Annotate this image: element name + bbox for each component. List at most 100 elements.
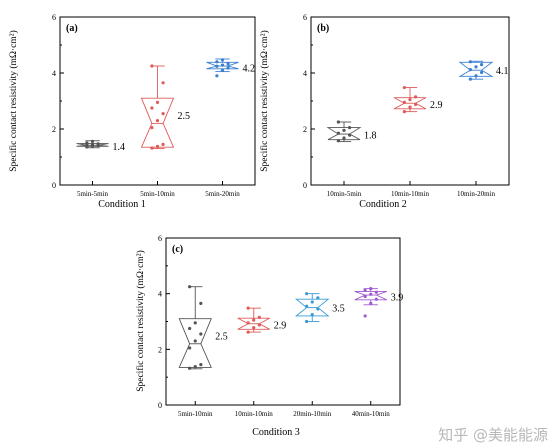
x-tick-label: 10min-10min xyxy=(391,190,430,198)
data-point xyxy=(474,74,478,78)
data-point xyxy=(336,139,340,143)
data-point xyxy=(257,323,261,327)
box-10min-10min: 10min-10min 2.9 xyxy=(235,306,287,418)
mean-value-label: 4.2 xyxy=(243,63,256,74)
y-axis-label: Specific contact resistivity (mΩ·cm²) xyxy=(259,30,270,172)
data-point xyxy=(374,290,378,294)
mean-value-label: 1.8 xyxy=(364,131,377,142)
data-point xyxy=(150,146,154,150)
y-tick-label: 6 xyxy=(52,13,56,22)
x-tick-label: 5min-20min xyxy=(205,190,240,198)
x-axis-label: Condition 1 xyxy=(98,199,146,210)
data-point xyxy=(474,65,478,69)
data-point xyxy=(468,60,472,64)
x-axis-label: Condition 2 xyxy=(359,199,407,210)
y-tick-label: 6 xyxy=(158,234,162,243)
y-tick-label: 4 xyxy=(158,290,162,299)
panel-label: (c) xyxy=(172,244,183,255)
data-point xyxy=(402,100,406,104)
data-point xyxy=(316,296,320,300)
box-20min-10min: 20min-10min 3.5 xyxy=(293,292,345,418)
data-point xyxy=(220,58,225,62)
data-point xyxy=(363,288,367,292)
data-point xyxy=(155,100,160,104)
mean-value-label: 1.4 xyxy=(113,142,126,153)
box-10min-20min: 10min-20min 4.1 xyxy=(457,60,509,198)
data-point xyxy=(374,297,378,301)
data-point xyxy=(310,312,314,317)
data-point xyxy=(369,292,373,296)
data-point xyxy=(363,294,367,299)
data-point xyxy=(215,60,219,64)
data-point xyxy=(369,287,373,291)
y-tick-label: 0 xyxy=(303,181,307,190)
data-point xyxy=(150,64,154,68)
data-point xyxy=(316,307,320,311)
panel-label: (b) xyxy=(317,23,329,34)
data-point xyxy=(161,112,165,116)
data-point xyxy=(199,363,203,367)
data-point xyxy=(408,105,412,109)
data-point xyxy=(188,326,192,331)
data-point xyxy=(193,321,197,325)
data-point xyxy=(90,142,95,146)
data-point xyxy=(252,326,256,330)
mean-value-label: 2.9 xyxy=(430,100,443,111)
data-point xyxy=(414,95,418,99)
y-tick-label: 6 xyxy=(303,13,307,22)
data-point xyxy=(226,62,230,66)
box-5min-10min: 5min-10min 2.5 xyxy=(140,64,190,198)
data-point xyxy=(215,74,219,78)
data-point xyxy=(199,301,203,306)
data-point xyxy=(155,144,160,148)
box-40min-10min: 40min-10min 3.9 xyxy=(352,287,404,418)
data-point xyxy=(215,64,219,68)
data-point xyxy=(161,81,165,85)
x-tick-label: 5min-10min xyxy=(178,410,213,418)
data-point xyxy=(193,339,197,343)
chart-panel-3: 0 2 4 6 (c) Condition 3 Specific contact resis… xyxy=(135,234,403,438)
data-point xyxy=(402,110,406,114)
mean-value-label: 3.9 xyxy=(391,292,404,303)
data-point xyxy=(252,318,256,322)
data-point xyxy=(199,332,203,336)
data-point xyxy=(414,102,418,106)
chart-panel-2: 0 2 4 6 (b) Condition 2 Specific contact resis… xyxy=(259,13,510,210)
data-point xyxy=(402,85,406,90)
data-point xyxy=(155,119,160,123)
data-point xyxy=(342,128,346,132)
y-tick-label: 2 xyxy=(158,345,162,354)
data-point xyxy=(480,63,484,67)
data-point xyxy=(96,142,100,146)
data-point xyxy=(150,126,154,130)
notched-box xyxy=(140,97,175,148)
data-point xyxy=(188,366,192,370)
data-point xyxy=(161,142,165,146)
y-tick-label: 4 xyxy=(303,69,307,78)
data-point xyxy=(257,315,261,319)
data-point xyxy=(305,304,309,308)
x-tick-label: 5min-5min xyxy=(77,190,109,198)
data-point xyxy=(369,301,373,306)
box-10min-10min: 10min-10min 2.9 xyxy=(391,85,443,198)
y-tick-label: 4 xyxy=(52,69,56,78)
box-10min-5min: 10min-5min 1.8 xyxy=(326,120,377,198)
mean-value-label: 4.1 xyxy=(496,66,509,77)
data-point xyxy=(348,133,352,137)
data-point xyxy=(220,63,225,67)
y-tick-label: 0 xyxy=(158,401,162,410)
x-tick-label: 20min-10min xyxy=(293,410,332,418)
watermark-text: 知乎 @美能能源 xyxy=(438,426,548,444)
data-point xyxy=(305,292,309,296)
x-tick-label: 10min-20min xyxy=(457,190,496,198)
data-point xyxy=(480,70,484,75)
mean-value-label: 2.9 xyxy=(274,320,287,331)
chart-panel-1: 0 2 4 6 (a) Condition 1 Specific contact resis… xyxy=(8,13,256,210)
data-point xyxy=(246,306,250,310)
y-tick-label: 2 xyxy=(52,125,56,134)
y-axis-label: Specific contact resistivity (mΩ·cm²) xyxy=(8,30,19,172)
data-point xyxy=(193,364,197,369)
y-tick-label: 0 xyxy=(52,181,56,190)
data-point xyxy=(226,66,230,70)
x-tick-label: 10min-5min xyxy=(327,190,362,198)
